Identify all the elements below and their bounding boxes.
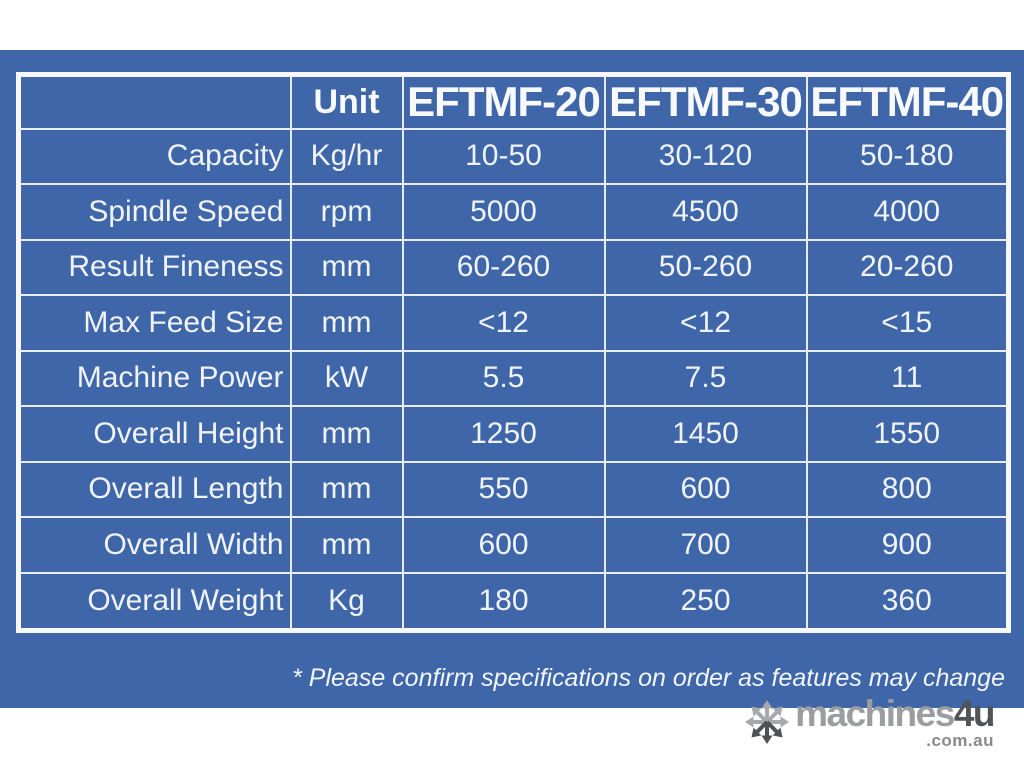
- spec-unit: mm: [289, 238, 404, 297]
- footnote-text: * Please confirm specifications on order…: [292, 664, 1005, 692]
- spec-unit: mm: [289, 405, 404, 463]
- spec-value: 50-260: [603, 238, 808, 297]
- logo-domain-text: .com.au: [926, 731, 994, 751]
- spec-value: 4000: [805, 183, 1010, 241]
- spec-value: 1450: [603, 405, 808, 463]
- spec-value: 700: [603, 516, 808, 574]
- table-header-row: Unit EFTMF-20 EFTMF-30 EFTMF-40: [17, 73, 1010, 130]
- spec-value: 600: [401, 516, 606, 574]
- spec-label: Result Fineness: [17, 238, 292, 297]
- table-row-overall-weight: Overall Weight Kg 180 250 360: [17, 571, 1010, 632]
- spec-value: 1250: [401, 405, 606, 463]
- spec-value: 1550: [805, 405, 1010, 463]
- spec-unit: rpm: [289, 183, 404, 241]
- table-row-spindle-speed: Spindle Speed rpm 5000 4500 4000: [17, 183, 1010, 241]
- spec-unit: mm: [289, 460, 404, 519]
- header-model-eftmf-30: EFTMF-30: [603, 73, 808, 130]
- spec-label: Overall Width: [17, 516, 292, 574]
- table-row-result-fineness: Result Fineness mm 60-260 50-260 20-260: [17, 238, 1010, 297]
- spec-value: 30-120: [603, 127, 808, 186]
- spec-value: 5.5: [401, 349, 606, 408]
- header-empty-cell: [17, 73, 292, 130]
- logo-suffix-text: 4u: [953, 693, 996, 734]
- spec-label: Overall Weight: [17, 571, 292, 632]
- logo-brand-text: machines: [795, 693, 955, 734]
- spec-value: 7.5: [603, 349, 808, 408]
- spec-label: Overall Length: [17, 460, 292, 519]
- spec-value: 180: [401, 571, 606, 632]
- spec-unit: mm: [289, 294, 404, 352]
- logo-text-block: machines4u .com.au: [795, 695, 995, 751]
- spec-value: 900: [805, 516, 1010, 574]
- spec-unit: Kg: [289, 571, 404, 632]
- spec-value: 11: [805, 349, 1010, 408]
- spec-value: 550: [401, 460, 606, 519]
- spec-value: 10-50: [401, 127, 606, 186]
- spec-value: 5000: [401, 183, 606, 241]
- header-model-eftmf-40: EFTMF-40: [805, 73, 1010, 130]
- header-unit: Unit: [289, 73, 404, 130]
- spec-value: <12: [401, 294, 606, 352]
- spec-label: Overall Height: [17, 405, 292, 463]
- spec-value: 360: [805, 571, 1010, 632]
- spec-unit: kW: [289, 349, 404, 408]
- spec-value: 800: [805, 460, 1010, 519]
- spec-value: 50-180: [805, 127, 1010, 186]
- spec-value: 600: [603, 460, 808, 519]
- spec-value: 4500: [603, 183, 808, 241]
- logo-wordmark: machines4u: [795, 695, 995, 732]
- table-row-capacity: Capacity Kg/hr 10-50 30-120 50-180: [17, 127, 1010, 186]
- spec-label: Capacity: [17, 127, 292, 186]
- spec-value: <12: [603, 294, 808, 352]
- table-row-overall-length: Overall Length mm 550 600 800: [17, 460, 1010, 519]
- table-row-overall-height: Overall Height mm 1250 1450 1550: [17, 405, 1010, 463]
- spec-label: Max Feed Size: [17, 294, 292, 352]
- snowflake-arrows-icon: [745, 700, 790, 744]
- spec-value: 60-260: [401, 238, 606, 297]
- specifications-table: Unit EFTMF-20 EFTMF-30 EFTMF-40 Capacity…: [16, 72, 1011, 633]
- machines4u-logo: machines4u .com.au: [744, 695, 996, 751]
- spec-value: 20-260: [805, 238, 1010, 297]
- spec-label: Machine Power: [17, 349, 292, 408]
- table-row-max-feed-size: Max Feed Size mm <12 <12 <15: [17, 294, 1010, 352]
- table-row-overall-width: Overall Width mm 600 700 900: [17, 516, 1010, 574]
- spec-label: Spindle Speed: [17, 183, 292, 241]
- spec-value: <15: [805, 294, 1010, 352]
- table-row-machine-power: Machine Power kW 5.5 7.5 11: [17, 349, 1010, 408]
- header-model-eftmf-20: EFTMF-20: [401, 73, 606, 130]
- spec-value: 250: [603, 571, 808, 632]
- spec-unit: Kg/hr: [289, 127, 404, 186]
- spec-unit: mm: [289, 516, 404, 574]
